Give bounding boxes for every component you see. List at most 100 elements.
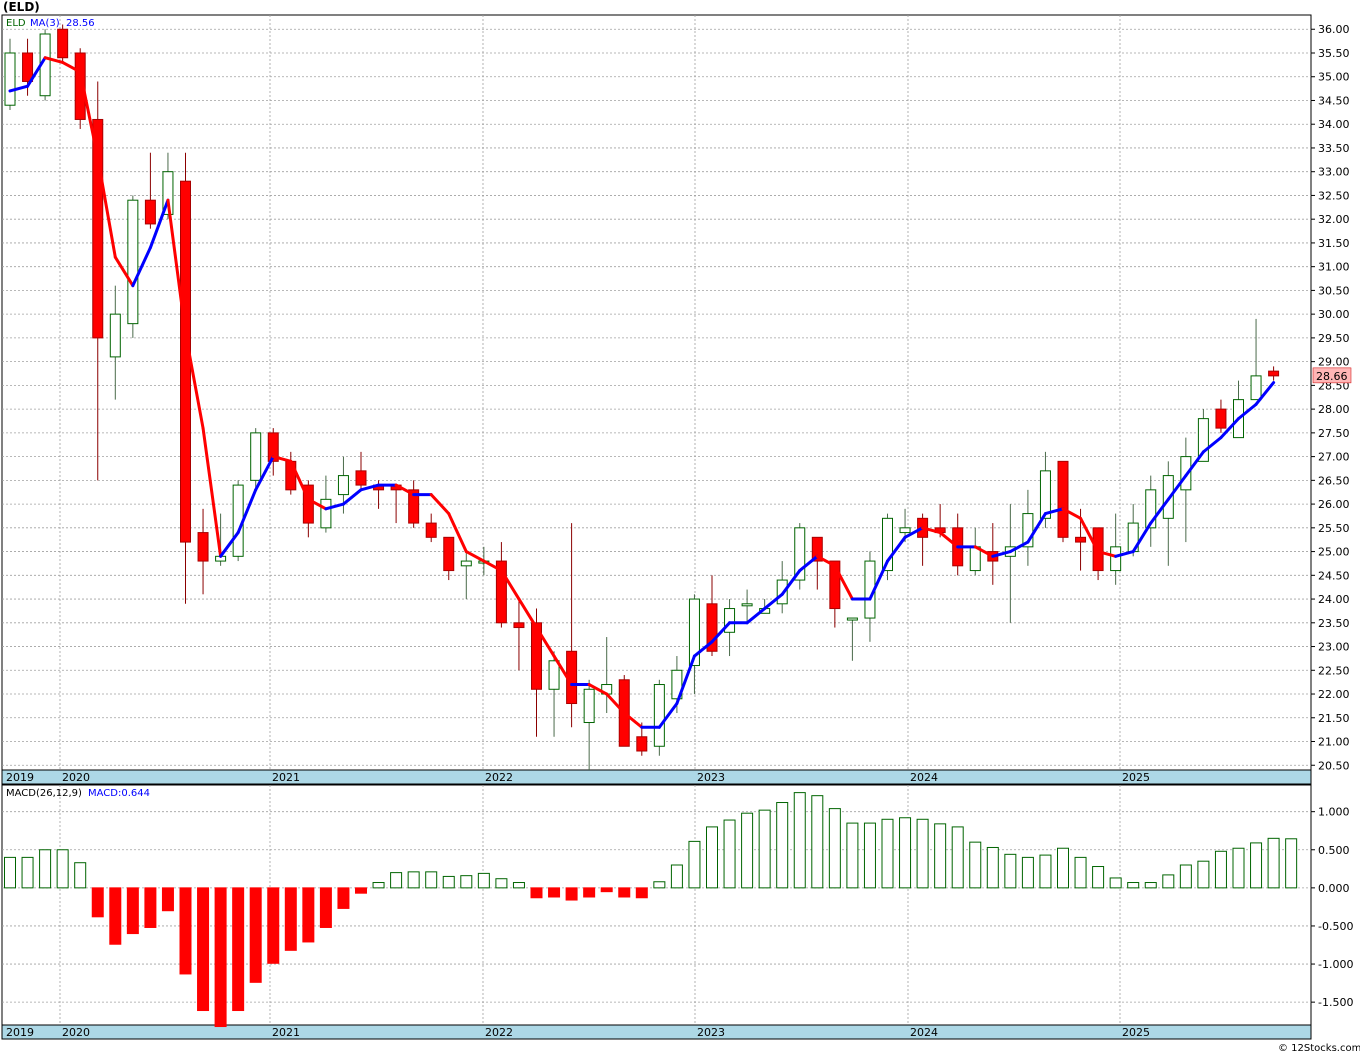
candle-body	[653, 684, 665, 747]
candle-body	[74, 52, 86, 120]
price-tick-label: 26.00	[1318, 498, 1350, 511]
candle-body	[1250, 375, 1262, 401]
macd-bar	[1074, 856, 1087, 889]
ma-segment	[8, 84, 30, 93]
macd-bar	[934, 823, 947, 889]
price-tick-label: 21.50	[1318, 712, 1350, 725]
candle-body	[267, 432, 279, 462]
price-tick-label: 23.00	[1318, 641, 1350, 654]
ma-segment	[254, 455, 275, 492]
macd-year-label: 2021	[272, 1026, 300, 1039]
price-tick-label: 24.50	[1318, 569, 1350, 582]
candle-body	[144, 199, 156, 225]
macd-bar	[969, 841, 982, 889]
macd-bar	[600, 887, 613, 893]
candle-body	[460, 560, 472, 567]
macd-bar	[21, 856, 34, 889]
ma-segment	[622, 711, 644, 729]
macd-bar	[284, 887, 297, 951]
price-tick-label: 35.00	[1318, 71, 1350, 84]
candle-body	[531, 622, 542, 690]
macd-bar	[899, 817, 912, 889]
macd-bar	[548, 887, 561, 898]
price-tick-label: 28.00	[1318, 403, 1350, 416]
candle-body	[1075, 536, 1087, 543]
price-tick-label: 25.00	[1318, 546, 1350, 559]
ma-segment	[1149, 497, 1170, 525]
ma-segment	[43, 56, 65, 64]
macd-year-label: 2019	[6, 1026, 34, 1039]
candle-body	[513, 622, 525, 629]
macd-bar	[109, 887, 122, 945]
macd-bar	[1285, 838, 1298, 889]
price-tick-label: 20.50	[1318, 759, 1350, 772]
macd-bar	[495, 878, 508, 889]
price-tick-label: 29.00	[1318, 356, 1350, 369]
ma-segment	[26, 56, 47, 88]
ma-segment	[394, 483, 416, 497]
candle-body	[127, 199, 139, 325]
macd-bar	[916, 818, 929, 889]
macd-bar	[460, 875, 473, 889]
ma-segment	[324, 502, 345, 511]
candle-body	[1145, 489, 1157, 529]
price-tick-label: 36.00	[1318, 23, 1350, 36]
macd-tick-label: -0.500	[1318, 920, 1353, 933]
candle-body	[197, 532, 209, 562]
ma-segment	[1026, 512, 1047, 544]
ma-segment	[236, 488, 258, 535]
ma-segment	[973, 545, 995, 558]
macd-bar	[390, 872, 403, 889]
price-tick-label: 30.50	[1318, 284, 1350, 297]
price-tick-label: 31.00	[1318, 261, 1350, 274]
macd-bar	[1039, 854, 1052, 889]
macd-bar	[828, 808, 841, 889]
macd-year-label: 2022	[485, 1026, 513, 1039]
macd-label: MACD(26,12,9)	[6, 788, 82, 799]
ma-segment	[710, 621, 732, 644]
macd-tick-label: 1.000	[1318, 806, 1350, 819]
chart-title: (ELD)	[3, 0, 40, 14]
ma-segment	[921, 526, 942, 535]
ma-segment	[1219, 417, 1240, 440]
ma-segment	[1008, 540, 1030, 554]
credit: © 12Stocks.com	[1278, 1043, 1360, 1054]
price-y-axis: 20.50 21.00 21.50 22.00 22.50 23.00 23.50 24.00…	[1311, 23, 1350, 772]
macd-bar	[442, 875, 455, 889]
candle-body	[688, 598, 700, 667]
macd-bar	[1021, 856, 1034, 889]
candle-body	[1197, 418, 1209, 462]
ma-segment	[1096, 550, 1118, 558]
ma-segment	[113, 255, 135, 288]
ma-segment	[148, 198, 170, 250]
candle-body	[320, 498, 332, 529]
candle-body	[846, 617, 858, 621]
macd-bar	[355, 887, 367, 894]
ma-segment	[1131, 521, 1153, 554]
candle-body	[425, 522, 437, 538]
candle-body	[1039, 470, 1051, 519]
macd-bar	[1179, 864, 1192, 889]
candle-body	[337, 475, 349, 496]
price-tick-label: 33.50	[1318, 142, 1350, 155]
ma-segment	[1254, 381, 1276, 406]
price-tick-label: 22.00	[1318, 688, 1350, 701]
ma-segment	[903, 526, 925, 539]
price-tick-label: 23.50	[1318, 617, 1350, 630]
macd-bar	[337, 887, 350, 909]
macd-bar	[635, 887, 648, 899]
macd-bar	[1092, 866, 1105, 889]
macd-bar	[197, 887, 210, 1012]
macd-bar	[776, 802, 789, 889]
macd-bar	[793, 792, 806, 889]
price-tick-label: 27.00	[1318, 451, 1350, 464]
legend-symbol: ELD	[6, 18, 26, 29]
price-grid	[2, 15, 1311, 770]
ma-segment	[1237, 402, 1258, 421]
ma-segment	[886, 535, 907, 563]
ma-segment	[780, 569, 802, 596]
ma-segment	[359, 483, 381, 492]
macd-bar	[232, 887, 245, 1012]
macd-bar	[565, 887, 578, 901]
last-price-badge: 28.66	[1312, 367, 1352, 384]
